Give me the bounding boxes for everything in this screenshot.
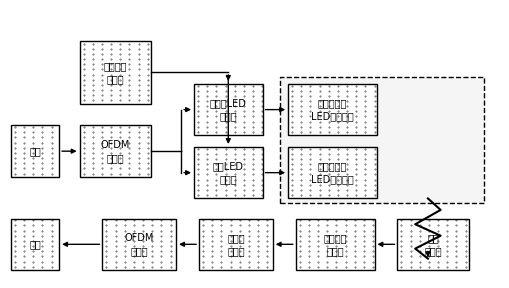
- Bar: [288, 84, 376, 135]
- Bar: [193, 147, 262, 198]
- Bar: [102, 219, 176, 270]
- Bar: [280, 77, 483, 203]
- Bar: [79, 41, 151, 104]
- Bar: [79, 125, 151, 177]
- Bar: [397, 219, 468, 270]
- Text: 归一化
处理器: 归一化 处理器: [227, 233, 244, 256]
- Text: 信源: 信源: [29, 146, 41, 156]
- Text: 可见光LED
驱动器: 可见光LED 驱动器: [209, 98, 246, 121]
- Text: 商用可见光
LED照明光源: 商用可见光 LED照明光源: [310, 98, 353, 121]
- Text: 红外LED
驱动器: 红外LED 驱动器: [212, 161, 243, 184]
- Bar: [193, 84, 262, 135]
- Bar: [295, 219, 374, 270]
- Text: 光电
检测器: 光电 检测器: [423, 233, 441, 256]
- Bar: [11, 219, 59, 270]
- Text: 低功率红外
LED补偿光源: 低功率红外 LED补偿光源: [310, 161, 353, 184]
- Text: OFDM
调制器: OFDM 调制器: [100, 140, 130, 163]
- Text: OFDM
解调器: OFDM 解调器: [124, 233, 154, 256]
- Bar: [288, 147, 376, 198]
- Text: 调光脉冲
产生器: 调光脉冲 产生器: [103, 61, 127, 84]
- Text: 信宿: 信宿: [29, 239, 41, 249]
- Text: 调光脉冲
判别器: 调光脉冲 判别器: [323, 233, 346, 256]
- Bar: [199, 219, 272, 270]
- Bar: [11, 125, 59, 177]
